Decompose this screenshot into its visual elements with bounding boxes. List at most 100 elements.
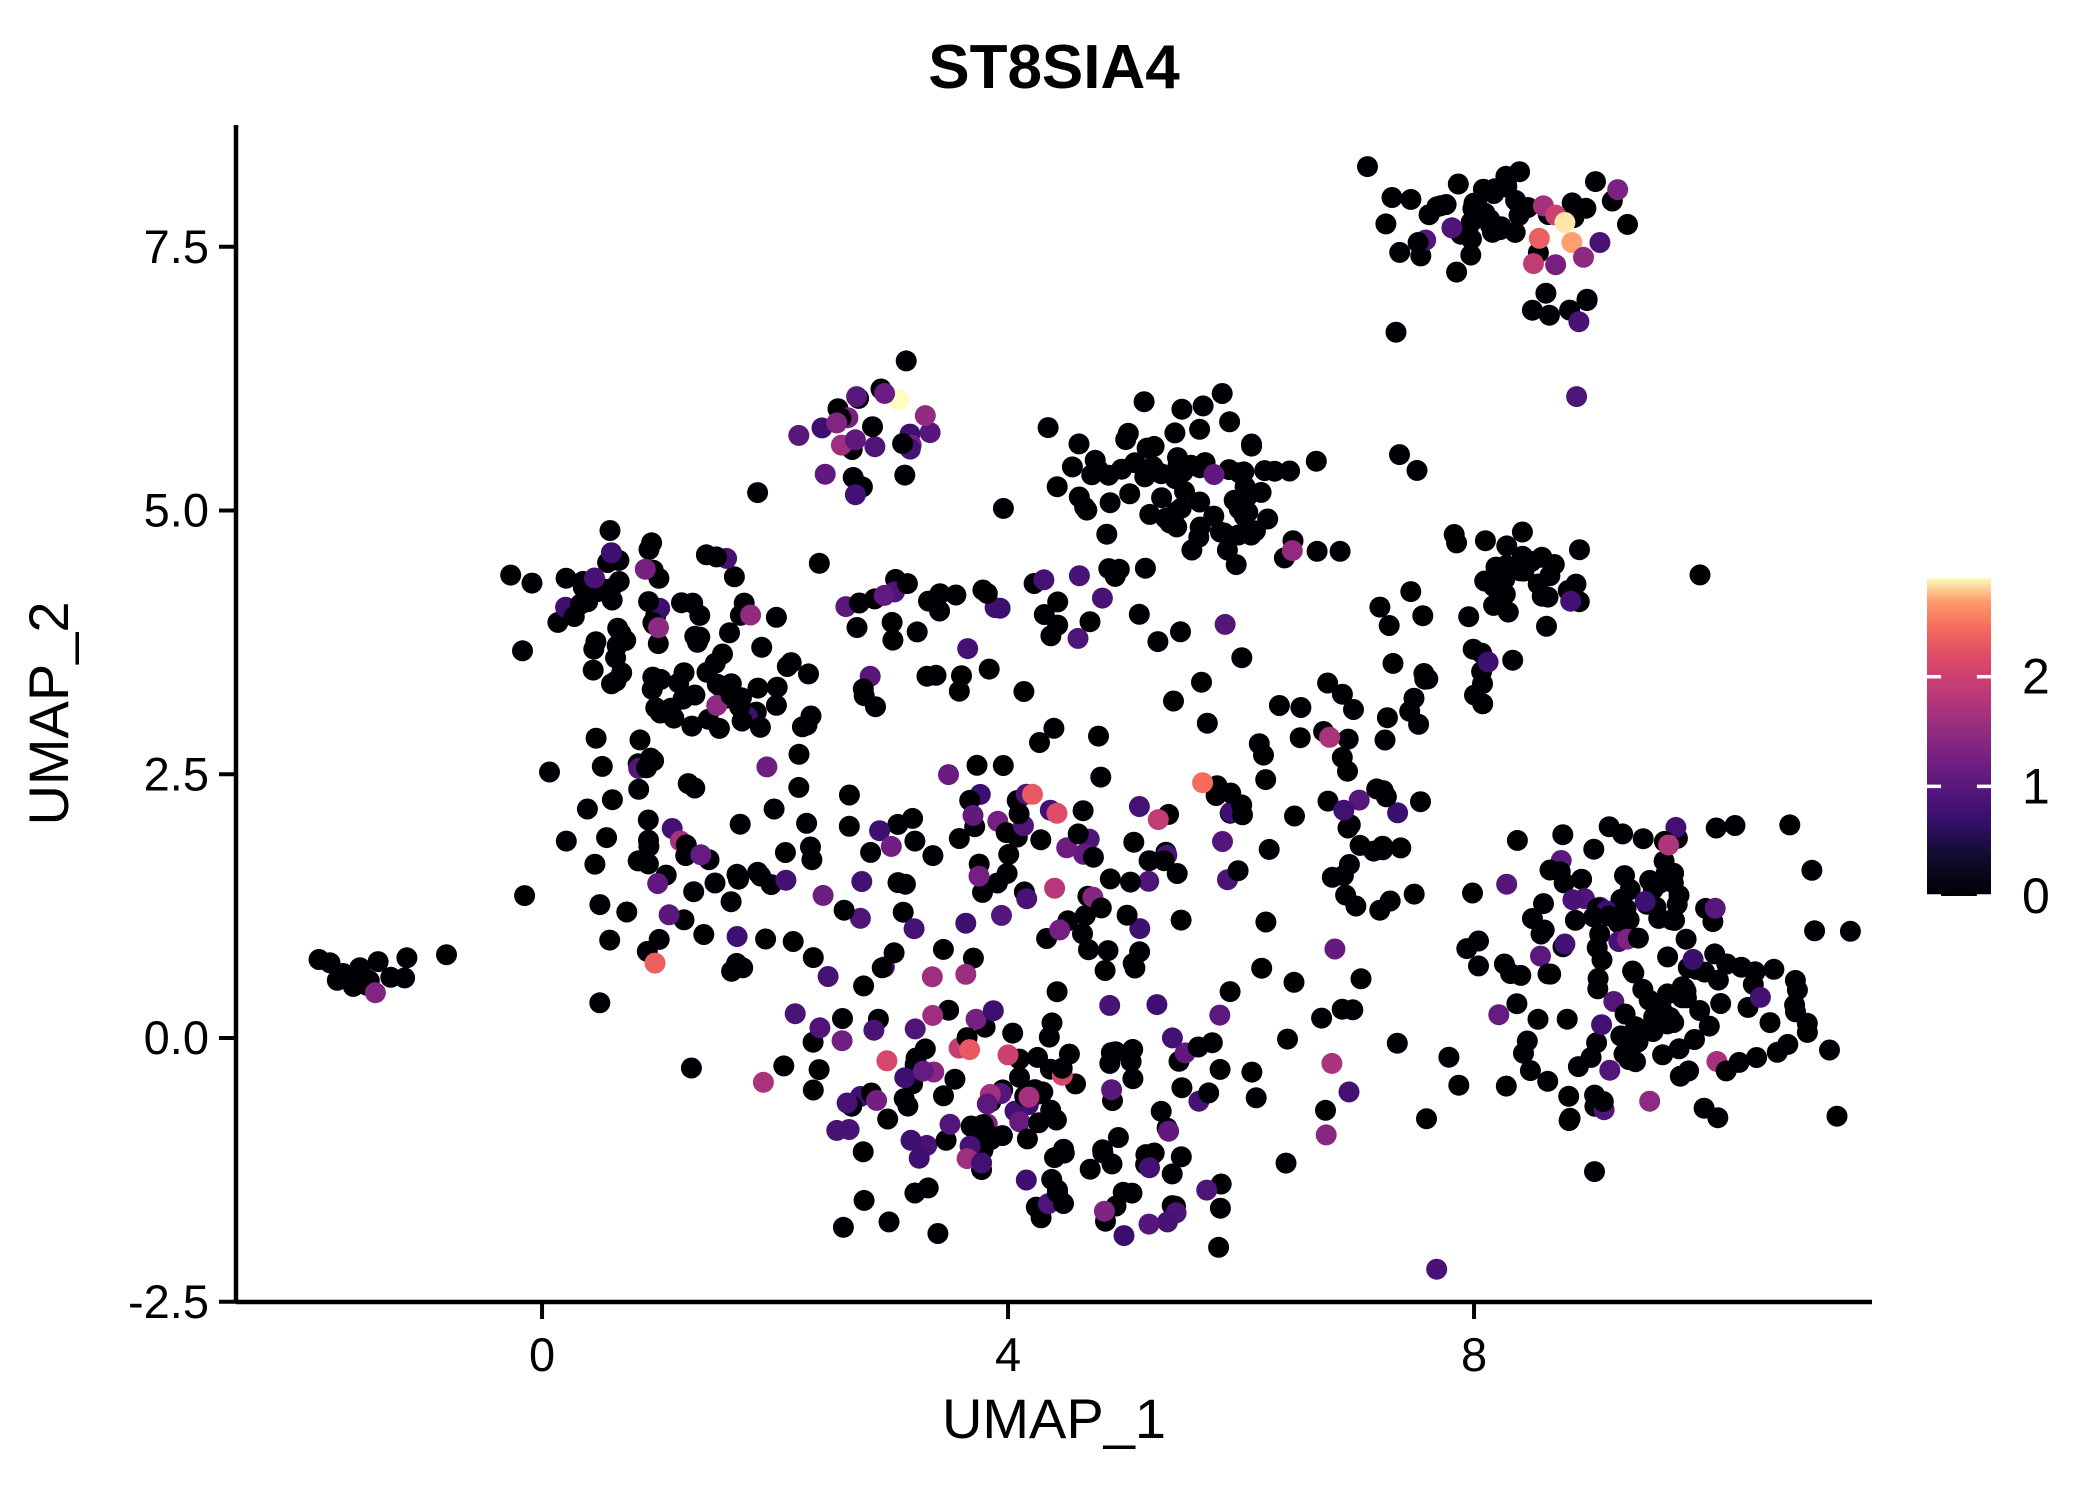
data-point (1568, 311, 1590, 333)
data-point (1539, 565, 1561, 587)
data-point (966, 754, 988, 776)
data-point (1448, 1074, 1470, 1096)
data-point (1189, 516, 1211, 538)
data-point (1652, 1044, 1674, 1066)
data-point (627, 850, 649, 872)
data-point (995, 822, 1017, 844)
data-point (1519, 1060, 1541, 1082)
data-point (902, 807, 924, 829)
data-point (1477, 651, 1499, 673)
data-point (726, 926, 748, 947)
data-point (648, 617, 669, 639)
data-point (796, 812, 818, 834)
data-point (860, 841, 882, 863)
data-point (1571, 868, 1593, 890)
colorbar-tick-label: 2 (2022, 649, 2050, 705)
data-point (695, 544, 717, 566)
data-point (719, 622, 740, 644)
data-point (1009, 1111, 1031, 1133)
data-point (1079, 1158, 1101, 1180)
data-point (591, 755, 613, 777)
data-point (1716, 953, 1738, 975)
x-tick-label: 4 (995, 1328, 1021, 1381)
data-point (1219, 981, 1241, 1003)
data-point (933, 1085, 954, 1107)
colorbar-legend: 0 1 2 (1927, 578, 2050, 924)
data-point (978, 658, 1000, 680)
data-point (1093, 1200, 1115, 1222)
colorbar-tick-label: 1 (2022, 758, 2050, 814)
data-point (332, 963, 354, 984)
data-point (1264, 460, 1286, 482)
data-point (1376, 707, 1398, 729)
data-point (1786, 979, 1808, 1001)
data-point (1090, 766, 1112, 788)
data-point (756, 756, 778, 778)
data-point (1209, 521, 1231, 543)
data-point (1456, 938, 1478, 960)
data-point (1138, 850, 1160, 872)
data-point (882, 629, 904, 651)
data-point (1170, 1146, 1192, 1168)
data-point (1379, 890, 1401, 912)
data-point (844, 484, 866, 506)
data-point (555, 567, 577, 589)
data-point (1331, 683, 1353, 705)
data-point (1139, 1157, 1160, 1179)
data-point (1483, 594, 1505, 616)
data-point (1698, 1015, 1720, 1037)
data-point (1209, 1058, 1231, 1080)
data-point (809, 1017, 831, 1039)
data-point (894, 1067, 916, 1089)
data-point (1382, 652, 1404, 674)
data-point (751, 636, 773, 658)
data-point (750, 865, 772, 887)
data-point (732, 957, 754, 979)
data-point (1139, 503, 1161, 525)
data-point (723, 566, 745, 588)
data-point (349, 957, 371, 979)
data-point (1094, 960, 1116, 981)
data-point (681, 715, 703, 737)
data-point (636, 757, 658, 779)
data-point (1587, 968, 1609, 989)
data-point (752, 1071, 774, 1093)
data-point (1343, 699, 1364, 720)
x-tick-label: 8 (1461, 1328, 1487, 1381)
data-point (1627, 927, 1649, 949)
data-point (1576, 290, 1598, 312)
data-point (852, 1141, 874, 1163)
data-point (1500, 963, 1522, 985)
data-point (1290, 697, 1312, 718)
colorbar-gradient (1927, 578, 1991, 896)
data-point (1634, 890, 1656, 912)
data-point (1138, 1213, 1160, 1235)
data-point (1096, 523, 1118, 545)
data-point (1338, 1081, 1360, 1103)
data-point (629, 729, 651, 751)
data-point (1502, 649, 1524, 671)
data-point (1279, 460, 1301, 482)
data-point (1496, 535, 1518, 557)
data-point (1191, 671, 1212, 693)
data-point (1556, 1008, 1578, 1030)
data-point (1170, 621, 1191, 643)
data-point (1819, 1039, 1840, 1061)
data-point (637, 809, 659, 831)
data-point (1331, 998, 1353, 1020)
data-point (900, 1129, 922, 1151)
data-point (919, 422, 941, 444)
data-point (1113, 1225, 1135, 1247)
data-point (1033, 569, 1055, 591)
data-point (755, 928, 777, 950)
data-point (1120, 871, 1141, 893)
data-point (1598, 905, 1620, 927)
data-point (1275, 1152, 1297, 1174)
data-point (1319, 726, 1341, 748)
data-point (877, 1108, 899, 1130)
data-point (1413, 663, 1435, 684)
data-point (1710, 993, 1732, 1014)
data-point (364, 982, 386, 1004)
data-point (1389, 241, 1411, 263)
